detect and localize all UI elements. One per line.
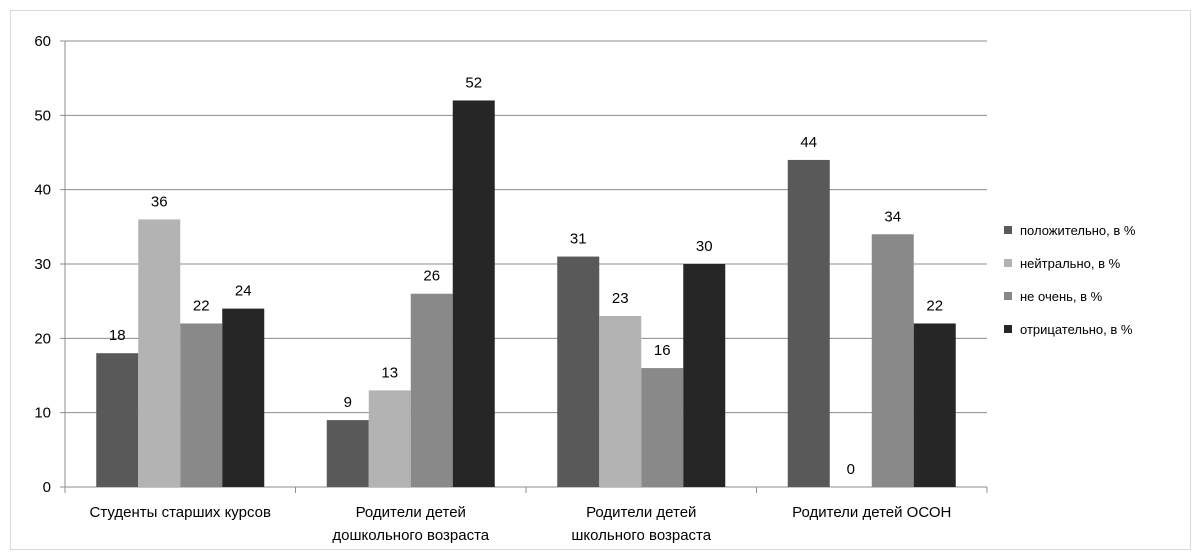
bar bbox=[683, 264, 726, 487]
data-label: 44 bbox=[800, 134, 817, 151]
y-tick-label: 20 bbox=[34, 330, 51, 347]
data-label: 13 bbox=[381, 364, 398, 381]
y-tick-label: 50 bbox=[34, 107, 51, 124]
bar bbox=[599, 316, 642, 487]
data-label: 23 bbox=[612, 290, 629, 307]
data-labels: 18 36 22 24 9 13 26 52 31 23 16 30 44 0 34 22 bbox=[109, 74, 943, 478]
bar bbox=[787, 159, 830, 487]
legend-label: отрицательно, в % bbox=[1020, 322, 1133, 337]
data-label: 18 bbox=[109, 327, 126, 344]
legend-swatch bbox=[1004, 292, 1012, 300]
y-tick-label: 30 bbox=[34, 256, 51, 273]
x-tick-label: Родители детей bbox=[586, 504, 696, 521]
bar bbox=[368, 390, 411, 487]
y-tick-label: 10 bbox=[34, 405, 51, 422]
legend: положительно, в % нейтрально, в % не очень… bbox=[1004, 223, 1136, 337]
bar bbox=[222, 308, 265, 487]
data-label: 24 bbox=[235, 283, 252, 300]
x-tick-label: Студенты старших курсов bbox=[90, 504, 271, 521]
legend-swatch bbox=[1004, 325, 1012, 333]
legend-swatch bbox=[1004, 259, 1012, 267]
y-axis-ticks: 0 10 20 30 40 50 60 bbox=[34, 33, 51, 496]
data-label: 34 bbox=[884, 208, 901, 225]
legend-label: положительно, в % bbox=[1020, 223, 1136, 238]
data-label: 31 bbox=[570, 231, 587, 248]
data-label: 26 bbox=[423, 268, 440, 285]
bar bbox=[641, 368, 684, 487]
y-tick-label: 60 bbox=[34, 33, 51, 50]
bars bbox=[96, 100, 956, 487]
y-tick-label: 40 bbox=[34, 182, 51, 199]
x-tick-label: Родители детей bbox=[356, 504, 466, 521]
legend-swatch bbox=[1004, 226, 1012, 234]
data-label: 9 bbox=[344, 394, 352, 411]
bar bbox=[326, 420, 369, 487]
data-label: 36 bbox=[151, 193, 168, 210]
bar bbox=[871, 234, 914, 487]
data-label: 16 bbox=[654, 342, 671, 359]
y-tick-label: 0 bbox=[43, 479, 51, 496]
bar bbox=[452, 100, 495, 487]
data-label: 52 bbox=[465, 74, 482, 91]
bar bbox=[410, 293, 453, 487]
bar bbox=[96, 353, 139, 487]
data-label: 30 bbox=[696, 238, 713, 255]
data-label: 22 bbox=[926, 297, 943, 314]
x-tick-label: школьного возраста bbox=[571, 527, 711, 544]
bar bbox=[138, 219, 181, 487]
bar bbox=[913, 323, 956, 487]
bar bbox=[557, 256, 600, 487]
x-tick-label: Родители детей ОСОН bbox=[792, 504, 951, 521]
legend-label: не очень, в % bbox=[1020, 289, 1103, 304]
bar bbox=[180, 323, 223, 487]
chart-frame bbox=[10, 10, 1191, 550]
x-axis: Студенты старших курсов Родители детей дош… bbox=[64, 41, 988, 544]
data-label: 22 bbox=[193, 297, 210, 314]
legend-label: нейтрально, в % bbox=[1020, 256, 1121, 271]
x-tick-label: дошкольного возраста bbox=[332, 527, 489, 544]
data-label: 0 bbox=[847, 461, 855, 478]
